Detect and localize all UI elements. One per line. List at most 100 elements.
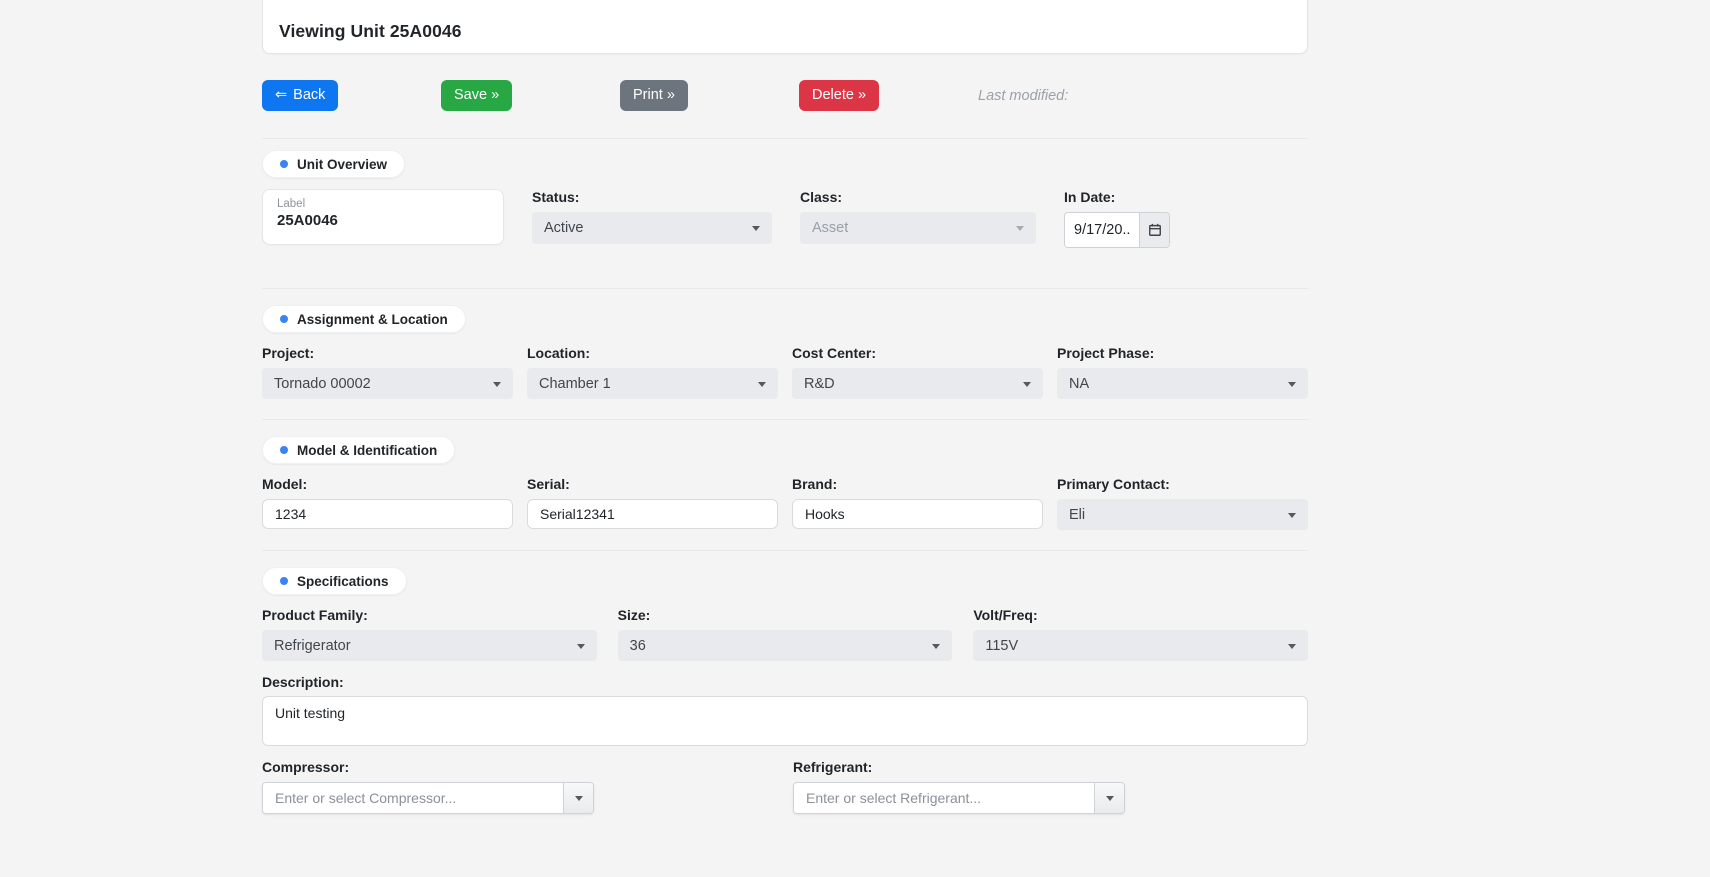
- size-select[interactable]: 36: [617, 630, 953, 662]
- class-select: Asset: [800, 212, 1036, 245]
- calendar-icon: [1148, 224, 1161, 237]
- size-label: Size:: [617, 607, 651, 624]
- product-family-label: Product Family:: [262, 607, 368, 624]
- chevron-down-icon: [1023, 381, 1031, 387]
- in-date-field: In Date:: [1064, 189, 1308, 249]
- project-phase-label: Project Phase:: [1057, 345, 1155, 362]
- print-button[interactable]: Print »: [620, 80, 688, 112]
- project-value: Tornado 00002: [274, 375, 371, 392]
- save-button[interactable]: Save »: [441, 80, 513, 112]
- chevron-down-icon: [576, 643, 585, 649]
- volt-freq-select[interactable]: 115V: [973, 630, 1308, 662]
- compressor-input[interactable]: [263, 783, 563, 814]
- primary-contact-value: Eli: [1069, 506, 1086, 523]
- primary-contact-select[interactable]: Eli: [1057, 499, 1308, 531]
- cost-center-value: R&D: [804, 375, 835, 392]
- specifications-fields: Product Family: Refrigerator Size: 36 Vo…: [262, 607, 1308, 662]
- volt-freq-label: Volt/Freq:: [973, 607, 1038, 624]
- compressor-combobox: [262, 782, 594, 815]
- model-field: Model:: [262, 476, 513, 530]
- status-field: Status: Active: [532, 189, 772, 245]
- location-label: Location:: [527, 345, 590, 362]
- chevron-down-icon: [752, 226, 760, 232]
- project-select[interactable]: Tornado 00002: [262, 368, 513, 400]
- in-date-input[interactable]: [1065, 213, 1139, 248]
- section-dot-icon: [280, 446, 288, 455]
- model-input[interactable]: [262, 499, 513, 530]
- status-label: Status:: [532, 189, 580, 206]
- unit-label-caption: Label: [277, 198, 306, 211]
- chevron-down-icon: [1105, 795, 1114, 801]
- refrigerant-combobox: [793, 782, 1125, 815]
- refrigerant-dropdown-button[interactable]: [1094, 783, 1124, 814]
- page-header-card: Viewing Unit 25A0046: [262, 0, 1308, 54]
- unit-label-card[interactable]: Label 25A0046: [262, 189, 504, 246]
- class-label: Class:: [800, 189, 843, 206]
- page-title: Viewing Unit 25A0046: [279, 21, 462, 41]
- section-title: Model & Identification: [297, 442, 438, 458]
- section-dot-icon: [280, 315, 288, 324]
- calendar-button[interactable]: [1139, 213, 1169, 248]
- description-label: Description:: [262, 674, 344, 691]
- chevron-down-icon: [1287, 643, 1296, 649]
- back-arrow-icon: ⇐: [275, 87, 288, 103]
- location-select[interactable]: Chamber 1: [527, 368, 778, 400]
- back-button-label: Back: [293, 87, 326, 103]
- chevron-down-icon: [1288, 512, 1296, 518]
- product-family-field: Product Family: Refrigerator: [262, 607, 597, 662]
- volt-freq-value: 115V: [985, 637, 1019, 654]
- section-divider: [262, 288, 1308, 290]
- section-header-unit-overview: Unit Overview: [262, 150, 406, 179]
- in-date-label: In Date:: [1064, 189, 1116, 206]
- section-title: Assignment & Location: [297, 311, 448, 327]
- main-content: Viewing Unit 25A0046 ⇐ Back Save » Print…: [262, 0, 1308, 815]
- chevron-down-icon: [493, 381, 501, 387]
- section-divider: [262, 550, 1308, 552]
- chevron-down-icon: [1288, 381, 1296, 387]
- compressor-dropdown-button[interactable]: [563, 783, 593, 814]
- back-button[interactable]: ⇐ Back: [262, 80, 339, 112]
- unit-overview-fields: Label 25A0046 Status: Active Class: Asse…: [262, 189, 1308, 249]
- product-family-value: Refrigerator: [274, 637, 351, 654]
- serial-input[interactable]: [527, 499, 778, 530]
- model-label: Model:: [262, 476, 308, 493]
- section-divider: [262, 138, 1308, 140]
- compressor-field: Compressor:: [262, 759, 777, 815]
- section-divider: [262, 419, 1308, 421]
- cost-center-select[interactable]: R&D: [792, 368, 1043, 400]
- section-title: Specifications: [297, 573, 389, 589]
- project-phase-select[interactable]: NA: [1057, 368, 1308, 400]
- cost-center-label: Cost Center:: [792, 345, 877, 362]
- product-family-select[interactable]: Refrigerator: [262, 630, 597, 662]
- primary-contact-field: Primary Contact: Eli: [1057, 476, 1308, 531]
- in-date-group: [1064, 212, 1170, 249]
- location-value: Chamber 1: [539, 375, 611, 392]
- project-phase-field: Project Phase: NA: [1057, 345, 1308, 400]
- section-title: Unit Overview: [297, 156, 388, 172]
- location-field: Location: Chamber 1: [527, 345, 778, 400]
- project-phase-value: NA: [1069, 375, 1090, 392]
- section-dot-icon: [280, 160, 288, 169]
- compressor-refrigerant-row: Compressor: Refrigerant:: [262, 759, 1308, 815]
- serial-field: Serial:: [527, 476, 778, 530]
- section-header-assignment-location: Assignment & Location: [262, 305, 466, 334]
- assignment-location-fields: Project: Tornado 00002 Location: Chamber…: [262, 345, 1308, 400]
- toolbar: ⇐ Back Save » Print » Delete » Last modi…: [262, 80, 1308, 112]
- refrigerant-input[interactable]: [794, 783, 1094, 814]
- serial-label: Serial:: [527, 476, 570, 493]
- delete-button[interactable]: Delete »: [799, 80, 880, 112]
- model-identification-fields: Model: Serial: Brand: Primary Contact: E…: [262, 476, 1308, 531]
- chevron-down-icon: [1016, 226, 1024, 232]
- chevron-down-icon: [574, 795, 583, 801]
- status-value: Active: [544, 220, 584, 237]
- size-value: 36: [629, 637, 646, 654]
- section-dot-icon: [280, 577, 288, 586]
- description-textarea[interactable]: Unit testing: [262, 696, 1308, 747]
- section-header-specifications: Specifications: [262, 567, 407, 596]
- project-field: Project: Tornado 00002: [262, 345, 513, 400]
- brand-input[interactable]: [792, 499, 1043, 530]
- status-select[interactable]: Active: [532, 212, 772, 245]
- volt-freq-field: Volt/Freq: 115V: [973, 607, 1308, 662]
- class-field: Class: Asset: [800, 189, 1036, 245]
- chevron-down-icon: [932, 643, 941, 649]
